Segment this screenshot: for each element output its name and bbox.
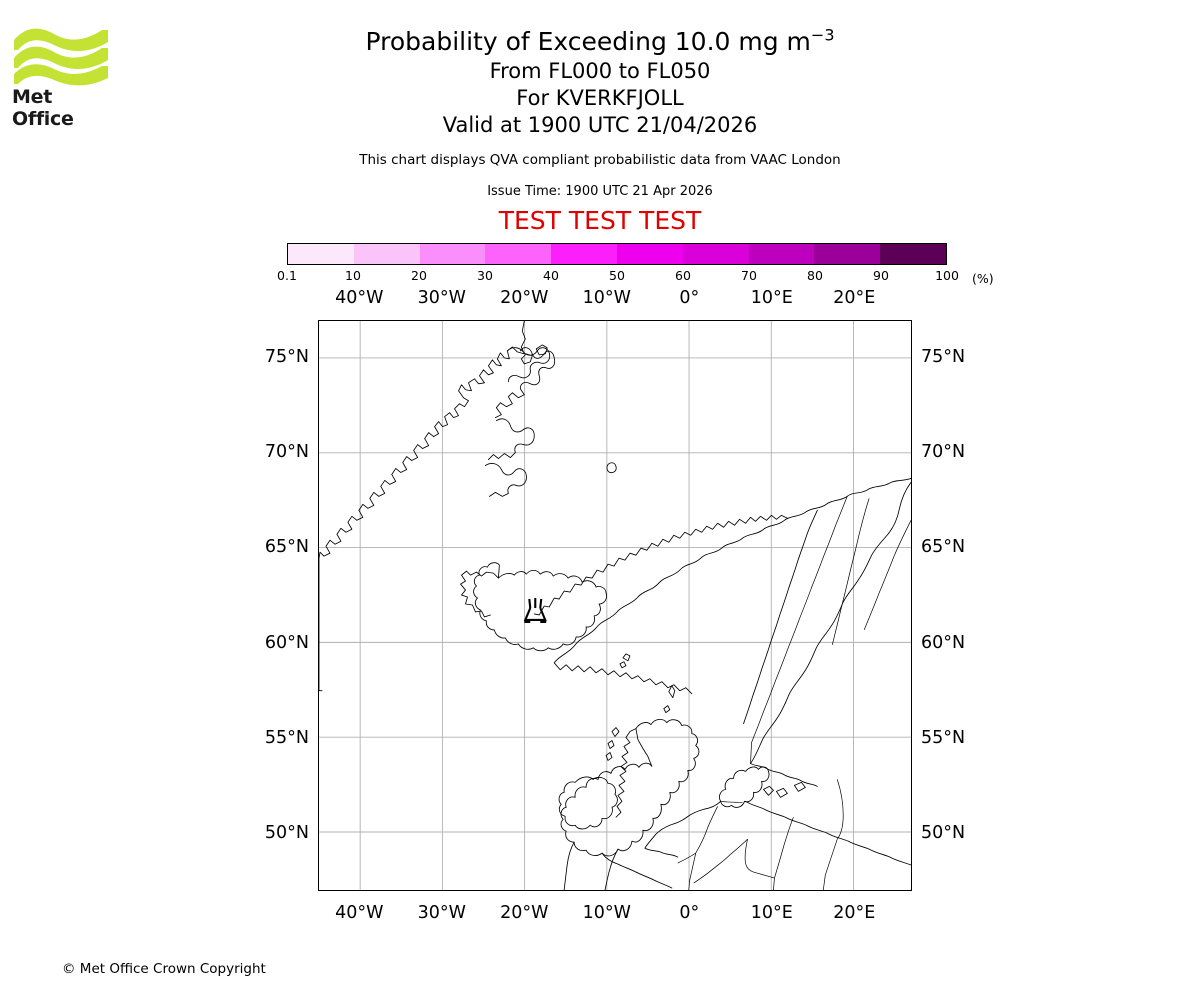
colorbar-band-0 [288,244,354,264]
lon-label-top-2: 20°W [500,288,549,308]
title-main-text: Probability of Exceeding 10.0 mg m [365,27,811,56]
flight-level-subtitle: From FL000 to FL050 [489,59,711,83]
lat-label-left-0: 75°N [264,347,309,368]
colorbar-tick-0.1: 0.1 [277,268,297,283]
colorbar-tick-70: 70 [741,268,757,283]
issue-time-label: Issue Time: 1900 UTC 21 Apr 2026 [487,184,713,199]
lat-label-left-3: 60°N [264,632,309,653]
map-gridlines [319,321,911,890]
test-banner: TEST TEST TEST [498,206,702,235]
lat-label-right-1: 70°N [921,442,966,463]
colorbar-tick-80: 80 [807,268,823,283]
colorbar-tick-30: 30 [477,268,493,283]
copyright-footer: © Met Office Crown Copyright [62,961,266,977]
colorbar-band-9 [880,244,946,264]
title-exponent: −3 [810,25,835,45]
lon-label-bottom-5: 10°E [750,903,793,923]
colorbar-tick-10: 10 [345,268,361,283]
colorbar-band-8 [814,244,881,264]
colorbar-band-5 [616,244,683,264]
coastlines [319,321,911,890]
lon-label-bottom-6: 20°E [833,903,876,923]
lat-label-left-2: 65°N [264,537,309,558]
lat-label-left-1: 70°N [264,442,309,463]
lat-label-left-4: 55°N [264,727,309,748]
lat-label-left-5: 50°N [264,822,309,843]
probability-colorbar: 0.1 10 20 30 40 50 60 70 80 90 100 [277,243,959,288]
lon-label-top-0: 40°W [335,288,384,308]
lon-label-bottom-0: 40°W [335,903,384,923]
colorbar-tick-100: 100 [935,268,959,283]
volcano-marker-kverkfjoll[interactable] [523,598,547,623]
colorbar-band-7 [748,244,815,264]
chart-title-block: Probability of Exceeding 10.0 mg m−3 Fro… [0,26,1200,236]
page-title: Probability of Exceeding 10.0 mg m−3 [0,26,1200,58]
lat-label-right-5: 50°N [921,822,966,843]
colorbar-band-3 [485,244,552,264]
colorbar-tick-40: 40 [543,268,559,283]
volcano-name-subtitle: For KVERKFJOLL [516,86,684,110]
lat-label-right-3: 60°N [921,632,966,653]
lon-label-bottom-2: 20°W [500,903,549,923]
met-office-wordmark: Met Office [12,86,74,130]
colorbar-tick-labels: 0.1 10 20 30 40 50 60 70 80 90 100 [277,268,959,288]
colorbar-tick-60: 60 [675,268,691,283]
map-canvas [319,321,911,890]
map-plot-area[interactable] [318,320,912,891]
lon-label-top-4: 0° [679,288,700,308]
met-office-wave-mark [14,28,108,86]
colorbar-bands [287,243,947,265]
lat-label-right-4: 55°N [921,727,966,748]
colorbar-band-4 [551,244,617,264]
lon-label-bottom-3: 10°W [582,903,631,923]
colorbar-band-2 [419,244,486,264]
colorbar-band-6 [682,244,749,264]
colorbar-tick-90: 90 [873,268,889,283]
colorbar-tick-50: 50 [609,268,625,283]
lon-label-top-1: 30°W [417,288,466,308]
lon-label-top-3: 10°W [582,288,631,308]
lon-label-bottom-1: 30°W [417,903,466,923]
colorbar-tick-20: 20 [411,268,427,283]
lon-label-top-6: 20°E [833,288,876,308]
met-office-logo: Met Office [12,20,112,130]
lon-label-bottom-4: 0° [679,903,700,923]
colorbar-unit-label: (%) [972,271,994,286]
lat-label-right-0: 75°N [921,347,966,368]
valid-time-subtitle: Valid at 1900 UTC 21/04/2026 [442,113,758,137]
country-borders [677,496,911,890]
colorbar-band-1 [353,244,420,264]
lat-label-right-2: 65°N [921,537,966,558]
lon-label-top-5: 10°E [750,288,793,308]
qva-compliance-note: This chart displays QVA compliant probab… [359,152,841,168]
